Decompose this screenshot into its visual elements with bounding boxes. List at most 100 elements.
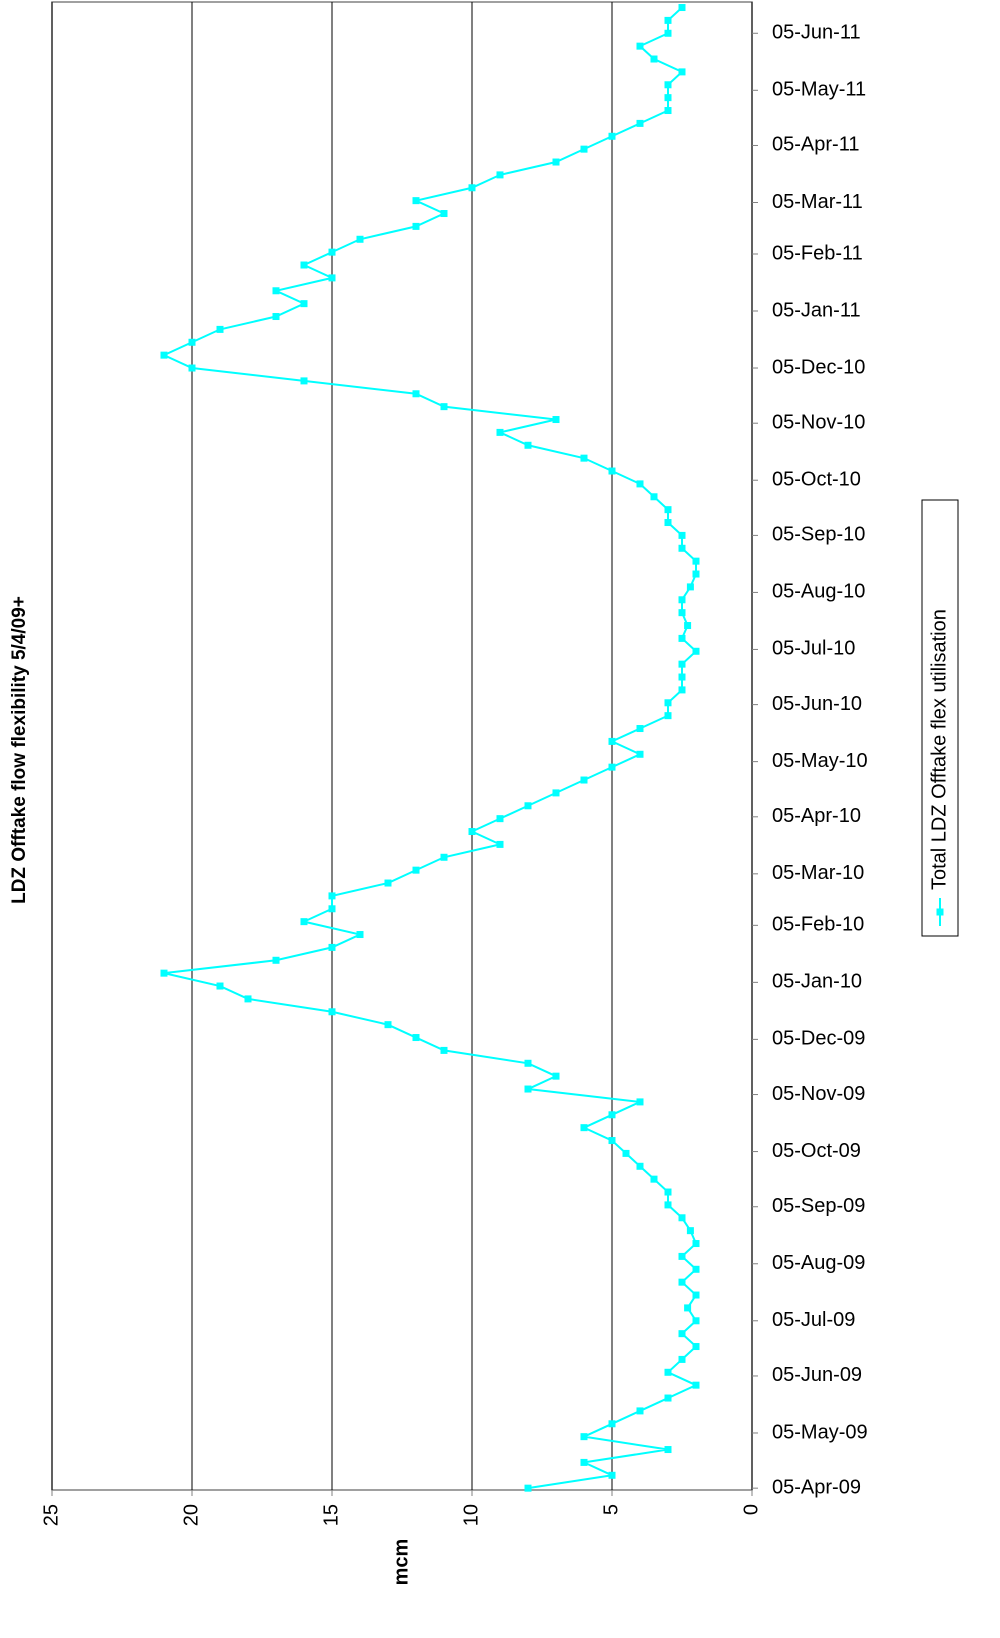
legend <box>921 499 959 937</box>
point <box>692 1317 700 1325</box>
point <box>580 776 588 784</box>
point <box>608 132 616 140</box>
point <box>678 1330 686 1338</box>
point <box>328 248 336 256</box>
point <box>412 1034 420 1042</box>
point <box>300 918 308 926</box>
point <box>440 403 448 411</box>
point <box>356 931 364 939</box>
point <box>636 1407 644 1415</box>
x-tick-label: 05-Jun-10 <box>772 693 862 715</box>
x-tick-label: 05-May-10 <box>772 750 868 772</box>
point <box>664 1201 672 1209</box>
point <box>216 982 224 990</box>
point <box>650 493 658 501</box>
point <box>328 905 336 913</box>
point <box>300 300 308 308</box>
point <box>678 660 686 668</box>
point <box>328 274 336 282</box>
y-tick-label: 10 <box>460 1504 482 1526</box>
point <box>188 364 196 372</box>
point <box>678 544 686 552</box>
point <box>608 467 616 475</box>
point <box>686 1227 694 1235</box>
point <box>328 892 336 900</box>
point <box>608 1137 616 1145</box>
x-tick-label: 05-Sep-10 <box>772 524 865 546</box>
point <box>328 943 336 951</box>
point <box>412 866 420 874</box>
point <box>684 622 692 630</box>
point <box>678 634 686 642</box>
plot-area <box>51 1 753 1491</box>
point <box>684 1304 692 1312</box>
point <box>692 1265 700 1273</box>
x-tick-label: 05-Jan-11 <box>772 299 861 321</box>
point <box>300 377 308 385</box>
point <box>468 828 476 836</box>
x-tick-label: 05-Aug-10 <box>772 581 865 603</box>
point <box>692 1291 700 1299</box>
x-tick-label: 05-Feb-10 <box>772 914 864 936</box>
point <box>692 1381 700 1389</box>
point <box>678 1355 686 1363</box>
point <box>692 1343 700 1351</box>
point <box>552 158 560 166</box>
point <box>412 390 420 398</box>
point <box>496 815 504 823</box>
x-tick-label: 05-Jan-10 <box>772 971 862 993</box>
point <box>664 712 672 720</box>
point <box>580 454 588 462</box>
x-tick-label: 05-Aug-09 <box>772 1252 865 1274</box>
point <box>216 325 224 333</box>
point <box>160 351 168 359</box>
point <box>678 609 686 617</box>
point <box>608 1111 616 1119</box>
point <box>678 68 686 76</box>
point <box>664 519 672 527</box>
point <box>692 647 700 655</box>
point <box>356 235 364 243</box>
point <box>664 1188 672 1196</box>
point <box>636 119 644 127</box>
x-tick-label: 05-Dec-09 <box>772 1028 865 1050</box>
point <box>636 1098 644 1106</box>
point <box>622 1149 630 1157</box>
x-tick-label: 05-Apr-10 <box>772 805 861 827</box>
chart-title: LDZ Offtake flow flexibility 5/4/09+ <box>9 596 30 904</box>
x-tick-label: 05-Jun-09 <box>772 1364 862 1386</box>
point <box>440 210 448 218</box>
point <box>328 1008 336 1016</box>
y-tick-label: 5 <box>600 1504 622 1515</box>
x-tick-label: 05-Mar-10 <box>772 862 864 884</box>
point <box>412 222 420 230</box>
point <box>440 853 448 861</box>
y-tick-label: 25 <box>40 1504 62 1526</box>
point <box>686 583 694 591</box>
x-tick-label: 05-Feb-11 <box>772 242 863 264</box>
point <box>664 94 672 102</box>
point <box>650 1175 658 1183</box>
point <box>678 1252 686 1260</box>
point <box>552 789 560 797</box>
x-tick-label: 05-Oct-10 <box>772 469 861 491</box>
x-tick-label: 05-Sep-09 <box>772 1195 865 1217</box>
point <box>496 428 504 436</box>
point <box>580 1124 588 1132</box>
legend-label: Total LDZ Offtake flex utilisation <box>928 609 950 890</box>
point <box>272 956 280 964</box>
point <box>468 184 476 192</box>
point <box>524 441 532 449</box>
point <box>608 763 616 771</box>
point <box>272 287 280 295</box>
point <box>636 750 644 758</box>
point <box>524 1484 532 1492</box>
point <box>664 699 672 707</box>
point <box>608 1420 616 1428</box>
point <box>580 1433 588 1441</box>
point <box>524 1059 532 1067</box>
point <box>650 55 658 63</box>
y-axis-label: mcm <box>390 1539 412 1586</box>
point <box>636 480 644 488</box>
point <box>580 1458 588 1466</box>
